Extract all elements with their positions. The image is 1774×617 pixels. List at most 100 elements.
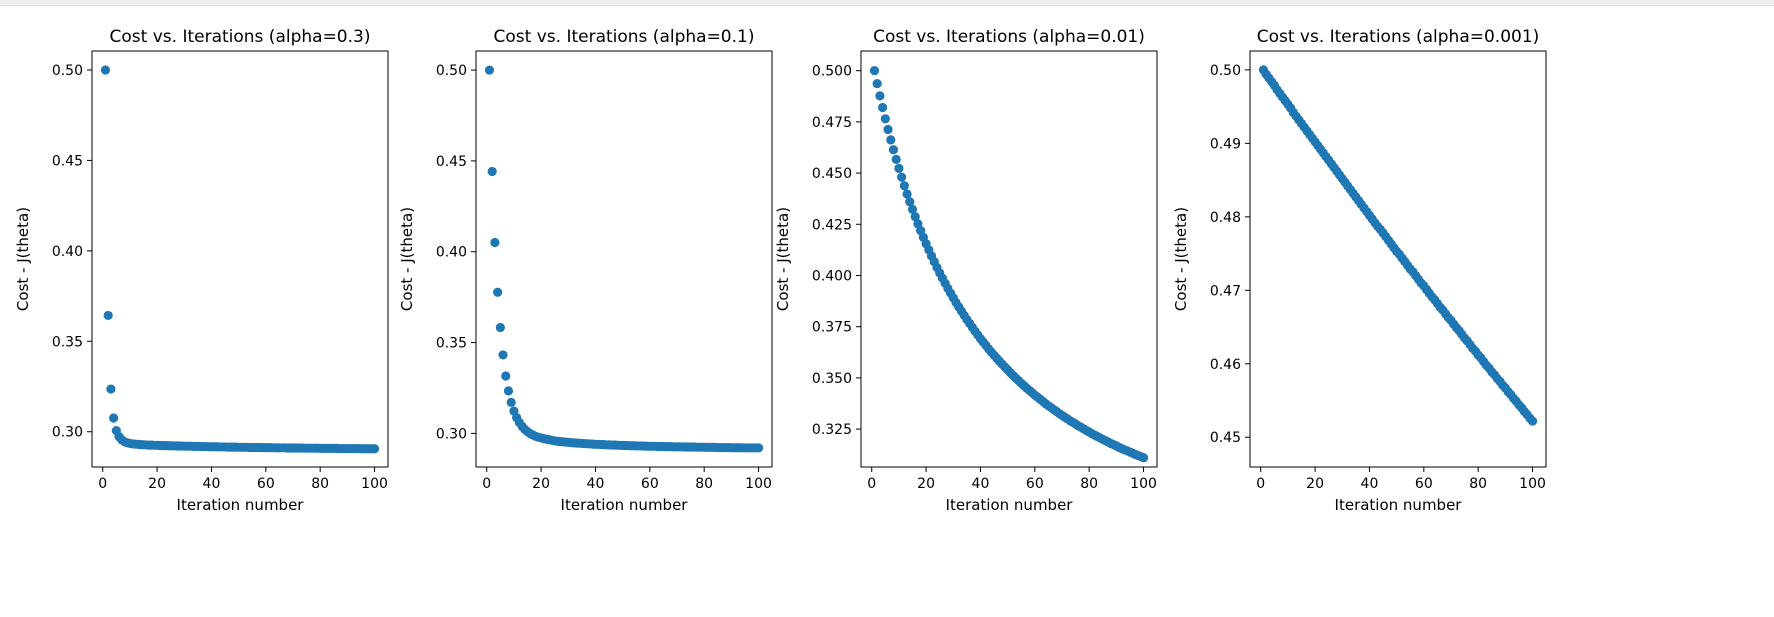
data-point bbox=[872, 78, 882, 89]
x-tick-label: 40 bbox=[203, 476, 221, 492]
data-point bbox=[487, 166, 497, 177]
x-tick-label: 60 bbox=[1026, 476, 1044, 492]
x-tick-label: 40 bbox=[587, 476, 605, 492]
data-point bbox=[905, 197, 915, 207]
chart-title: Cost vs. Iterations (alpha=0.01) bbox=[873, 27, 1145, 47]
x-axis-label: Iteration number bbox=[1335, 496, 1463, 514]
y-tick-label: 0.400 bbox=[812, 268, 852, 284]
figure: Cost vs. Iterations (alpha=0.3) 0 20 40 60 80… bbox=[14, 27, 1547, 514]
data-point bbox=[878, 102, 888, 113]
data-point bbox=[1527, 416, 1538, 426]
chart-title: Cost vs. Iterations (alpha=0.1) bbox=[494, 27, 755, 47]
subplot-alpha-0-3: Cost vs. Iterations (alpha=0.3) 0 20 40 60 80… bbox=[14, 27, 389, 514]
x-tick-label: 20 bbox=[148, 476, 166, 492]
x-tick-label: 40 bbox=[1361, 476, 1379, 492]
data-point bbox=[899, 181, 909, 191]
data-point bbox=[501, 371, 511, 381]
y-tick-label: 0.40 bbox=[436, 245, 467, 261]
data-point bbox=[883, 124, 893, 135]
y-tick-label: 0.50 bbox=[1210, 63, 1241, 79]
data-point bbox=[103, 310, 113, 321]
y-tick-label: 0.30 bbox=[436, 426, 467, 442]
data-point bbox=[888, 145, 899, 155]
y-tick-label: 0.475 bbox=[812, 115, 852, 131]
y-tick-label: 0.425 bbox=[812, 217, 852, 233]
data-point bbox=[1138, 453, 1149, 463]
data-points bbox=[100, 65, 380, 454]
y-axis-label: Cost - J(theta) bbox=[398, 207, 416, 311]
y-tick-label: 0.500 bbox=[812, 64, 852, 80]
x-tick-label: 80 bbox=[695, 476, 713, 492]
x-axis-label: Iteration number bbox=[561, 496, 689, 514]
x-tick-label: 80 bbox=[1469, 476, 1487, 492]
data-point bbox=[897, 172, 907, 182]
x-tick-label: 20 bbox=[1306, 476, 1324, 492]
x-tick-label: 0 bbox=[1256, 476, 1265, 492]
x-tick-label: 0 bbox=[867, 476, 876, 492]
y-axis-label: Cost - J(theta) bbox=[774, 207, 792, 311]
data-points bbox=[1258, 65, 1538, 426]
data-point bbox=[498, 350, 508, 360]
data-point bbox=[891, 154, 901, 164]
data-point bbox=[894, 163, 904, 173]
y-tick-label: 0.350 bbox=[812, 371, 852, 387]
y-tick-label: 0.30 bbox=[52, 425, 83, 441]
data-point bbox=[753, 443, 764, 453]
data-points bbox=[869, 66, 1149, 463]
chart-title: Cost vs. Iterations (alpha=0.3) bbox=[110, 27, 371, 47]
subplot-alpha-0-001: Cost vs. Iterations (alpha=0.001) 0 20 40 60… bbox=[1172, 27, 1547, 514]
y-axis-label: Cost - J(theta) bbox=[14, 207, 32, 311]
x-tick-label: 100 bbox=[1130, 476, 1157, 492]
data-point bbox=[875, 91, 885, 101]
y-tick-label: 0.375 bbox=[812, 320, 852, 336]
x-tick-label: 0 bbox=[482, 476, 491, 492]
data-point bbox=[886, 135, 896, 145]
x-tick-label: 60 bbox=[1415, 476, 1433, 492]
data-point bbox=[506, 397, 516, 407]
x-axis-label: Iteration number bbox=[946, 496, 1074, 514]
y-tick-label: 0.50 bbox=[436, 63, 467, 79]
x-tick-label: 60 bbox=[641, 476, 659, 492]
y-tick-label: 0.35 bbox=[52, 334, 83, 350]
data-point bbox=[100, 65, 111, 75]
y-tick-label: 0.46 bbox=[1210, 357, 1241, 373]
data-point bbox=[869, 66, 880, 76]
x-tick-label: 60 bbox=[257, 476, 275, 492]
top-border-strip bbox=[0, 0, 1774, 6]
y-tick-label: 0.40 bbox=[52, 244, 83, 260]
y-tick-label: 0.45 bbox=[436, 154, 467, 170]
x-tick-label: 20 bbox=[532, 476, 550, 492]
y-tick-label: 0.45 bbox=[1210, 430, 1241, 446]
data-points bbox=[484, 65, 764, 453]
x-tick-label: 40 bbox=[972, 476, 990, 492]
subplot-alpha-0-01: Cost vs. Iterations (alpha=0.01) 0 20 40 60 8… bbox=[774, 27, 1158, 514]
y-tick-label: 0.48 bbox=[1210, 210, 1241, 226]
y-axis-label: Cost - J(theta) bbox=[1172, 207, 1190, 311]
y-tick-label: 0.49 bbox=[1210, 136, 1241, 152]
x-tick-label: 100 bbox=[361, 476, 388, 492]
data-point bbox=[503, 386, 514, 396]
data-point bbox=[490, 237, 500, 248]
data-point bbox=[907, 204, 918, 214]
y-tick-label: 0.47 bbox=[1210, 283, 1241, 299]
axes-frame bbox=[475, 50, 773, 468]
data-point bbox=[910, 212, 920, 222]
y-tick-label: 0.45 bbox=[52, 153, 83, 169]
data-point bbox=[495, 322, 505, 333]
data-point bbox=[106, 384, 116, 394]
y-tick-label: 0.35 bbox=[436, 336, 467, 352]
data-point bbox=[902, 189, 912, 199]
data-point bbox=[880, 114, 890, 124]
data-point bbox=[493, 287, 503, 297]
x-tick-label: 80 bbox=[1080, 476, 1098, 492]
y-tick-label: 0.450 bbox=[812, 166, 852, 182]
axes-frame bbox=[860, 50, 1158, 468]
y-tick-label: 0.325 bbox=[812, 422, 852, 438]
data-point bbox=[109, 413, 119, 423]
axes-frame bbox=[91, 50, 389, 468]
data-point bbox=[484, 65, 495, 75]
x-tick-label: 100 bbox=[1519, 476, 1546, 492]
subplot-alpha-0-1: Cost vs. Iterations (alpha=0.1) 0 20 40 60 80… bbox=[398, 27, 773, 514]
x-tick-label: 0 bbox=[98, 476, 107, 492]
axes-frame bbox=[1249, 50, 1547, 468]
